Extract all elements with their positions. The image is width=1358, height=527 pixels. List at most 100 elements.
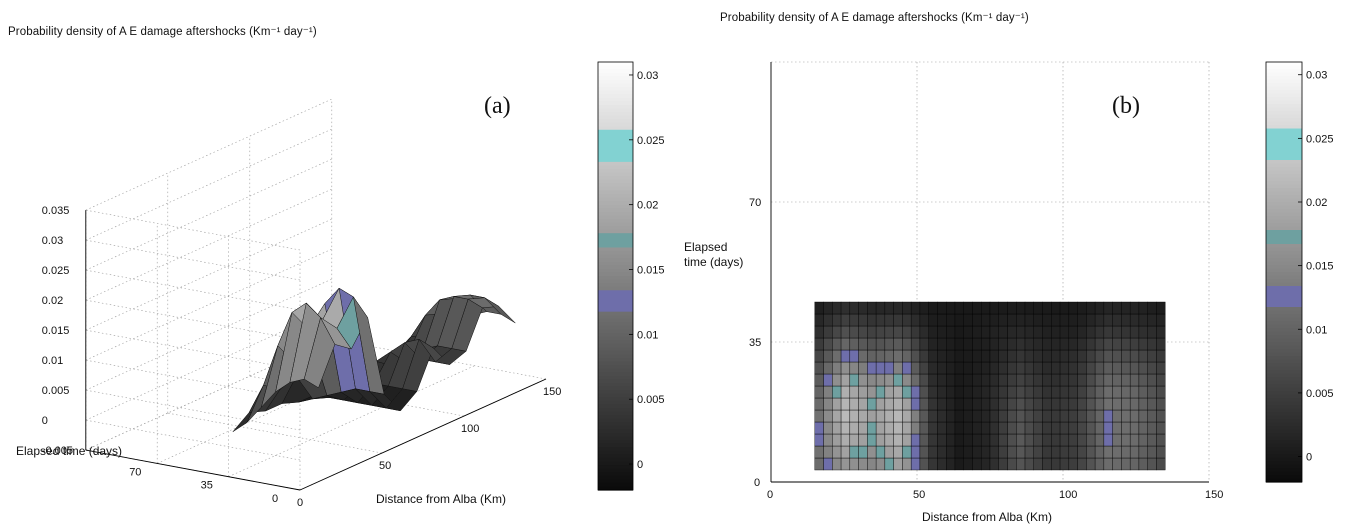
b-heatmap-cell [972, 397, 982, 411]
b-heatmap-cell [1042, 337, 1052, 351]
b-heatmap-cell [832, 301, 842, 315]
b-heatmap-cell [1042, 457, 1052, 471]
b-heatmap-cell [1068, 397, 1078, 411]
b-colorbar-cell [1266, 338, 1302, 343]
b-heatmap-cell [849, 397, 859, 411]
b-heatmap-cell [1086, 433, 1096, 447]
a-colorbar-cell [598, 204, 633, 209]
b-heatmap-cell [972, 385, 982, 399]
b-heatmap-cell [1112, 361, 1122, 375]
a-backwall-grid-z [85, 128, 332, 241]
b-heatmap-cell [1156, 361, 1166, 375]
a-colorbar-tick-label: 0.01 [637, 329, 658, 341]
b-colorbar-cell [1266, 286, 1302, 291]
b-heatmap-cell [954, 421, 964, 435]
b-heatmap-cell [875, 301, 886, 315]
a-colorbar-cell [598, 72, 633, 77]
b-colorbar-cell [1266, 433, 1302, 438]
a-colorbar-cell [598, 119, 633, 124]
b-heatmap-cell [919, 313, 929, 327]
b-colorbar-cell [1266, 426, 1302, 431]
b-heatmap-cell [937, 385, 947, 399]
b-heatmap-cell [814, 385, 824, 399]
b-heatmap-cell [1138, 361, 1148, 375]
b-heatmap-cell [1051, 301, 1061, 315]
b-heatmap-cell [928, 349, 938, 363]
a-colorbar-cell [598, 215, 633, 220]
b-heatmap-cell [1007, 397, 1017, 411]
b-heatmap-cell [1121, 445, 1131, 459]
a-colorbar-cell [598, 126, 633, 131]
b-colorbar-cell [1266, 370, 1302, 375]
b-heatmap-cell [937, 433, 947, 447]
b-heatmap-cell [884, 397, 894, 411]
b-heatmap-cell [867, 433, 877, 447]
b-heatmap-cell [840, 349, 851, 363]
b-colorbar-cell [1266, 188, 1302, 193]
b-heatmap-cell [858, 433, 868, 447]
b-heatmap-cell [937, 301, 947, 315]
b-heatmap-cell [989, 301, 999, 315]
b-colorbar-tick-label: 0.025 [1306, 133, 1334, 145]
b-heatmap-cell [954, 397, 964, 411]
b-colorbar-cell [1266, 310, 1302, 315]
b-colorbar-cell [1266, 135, 1302, 140]
a-leftwall-grid-z [85, 299, 301, 341]
a-colorbar-cell [598, 361, 633, 366]
a-colorbar-cell [598, 372, 633, 377]
b-colorbar-cell [1266, 76, 1302, 81]
b-colorbar-cell [1266, 184, 1302, 189]
b-heatmap-cell [1077, 421, 1087, 435]
b-heatmap-cell [1042, 325, 1052, 339]
b-heatmap-cell [1103, 349, 1113, 363]
b-heatmap-cell [823, 409, 833, 423]
b-colorbar-cell [1266, 265, 1302, 270]
b-colorbar-cell [1266, 146, 1302, 151]
b-heatmap-cell [1068, 385, 1078, 399]
b-heatmap-cell [893, 373, 903, 387]
b-heatmap-cell [1007, 409, 1017, 423]
b-colorbar-cell [1266, 422, 1302, 427]
b-heatmap-cell [1024, 325, 1035, 339]
b-heatmap-cell [954, 433, 964, 447]
b-heatmap-cell [1068, 361, 1078, 375]
b-heatmap-cell [902, 349, 912, 363]
b-heatmap-cell [875, 361, 886, 375]
b-heatmap-cell [998, 409, 1008, 423]
a-colorbar-cell [598, 318, 633, 323]
b-heatmap-cell [1156, 445, 1166, 459]
a-colorbar-cell [598, 383, 633, 388]
a-colorbar-cell [598, 340, 633, 345]
a-leftwall-grid-z [85, 419, 301, 461]
b-heatmap-cell [937, 349, 947, 363]
b-heatmap-cell [1103, 457, 1113, 471]
b-heatmap-cell [1147, 445, 1157, 459]
b-heatmap-cell [893, 385, 903, 399]
b-heatmap-cell [1138, 385, 1148, 399]
b-heatmap-cell [1138, 409, 1148, 423]
b-heatmap-cell [1059, 445, 1070, 459]
b-heatmap-cell [1147, 373, 1157, 387]
b-colorbar-cell [1266, 153, 1302, 158]
b-heatmap-cell [849, 325, 859, 339]
a-y-tick-label: 35 [201, 480, 213, 492]
b-heatmap-cell [1103, 409, 1113, 423]
b-y-tick-label: 70 [749, 197, 761, 209]
a-backwall-grid-z [85, 218, 332, 331]
b-heatmap-cell [1156, 409, 1166, 423]
b-heatmap-cell [823, 301, 833, 315]
b-colorbar-cell [1266, 104, 1302, 109]
b-heatmap-cell [981, 385, 991, 399]
b-heatmap-cell [884, 349, 894, 363]
b-heatmap-cell [1112, 409, 1122, 423]
b-colorbar-cell [1266, 349, 1302, 354]
b-heatmap-cell [893, 445, 903, 459]
a-colorbar-cell [598, 193, 633, 199]
b-colorbar-cell [1266, 454, 1302, 459]
b-heatmap-cell [928, 325, 938, 339]
b-heatmap-cell [989, 373, 999, 387]
b-colorbar-cell [1266, 342, 1302, 347]
b-heatmap-cell [1051, 433, 1061, 447]
b-heatmap-cell [832, 445, 842, 459]
b-heatmap-cell [1051, 373, 1061, 387]
